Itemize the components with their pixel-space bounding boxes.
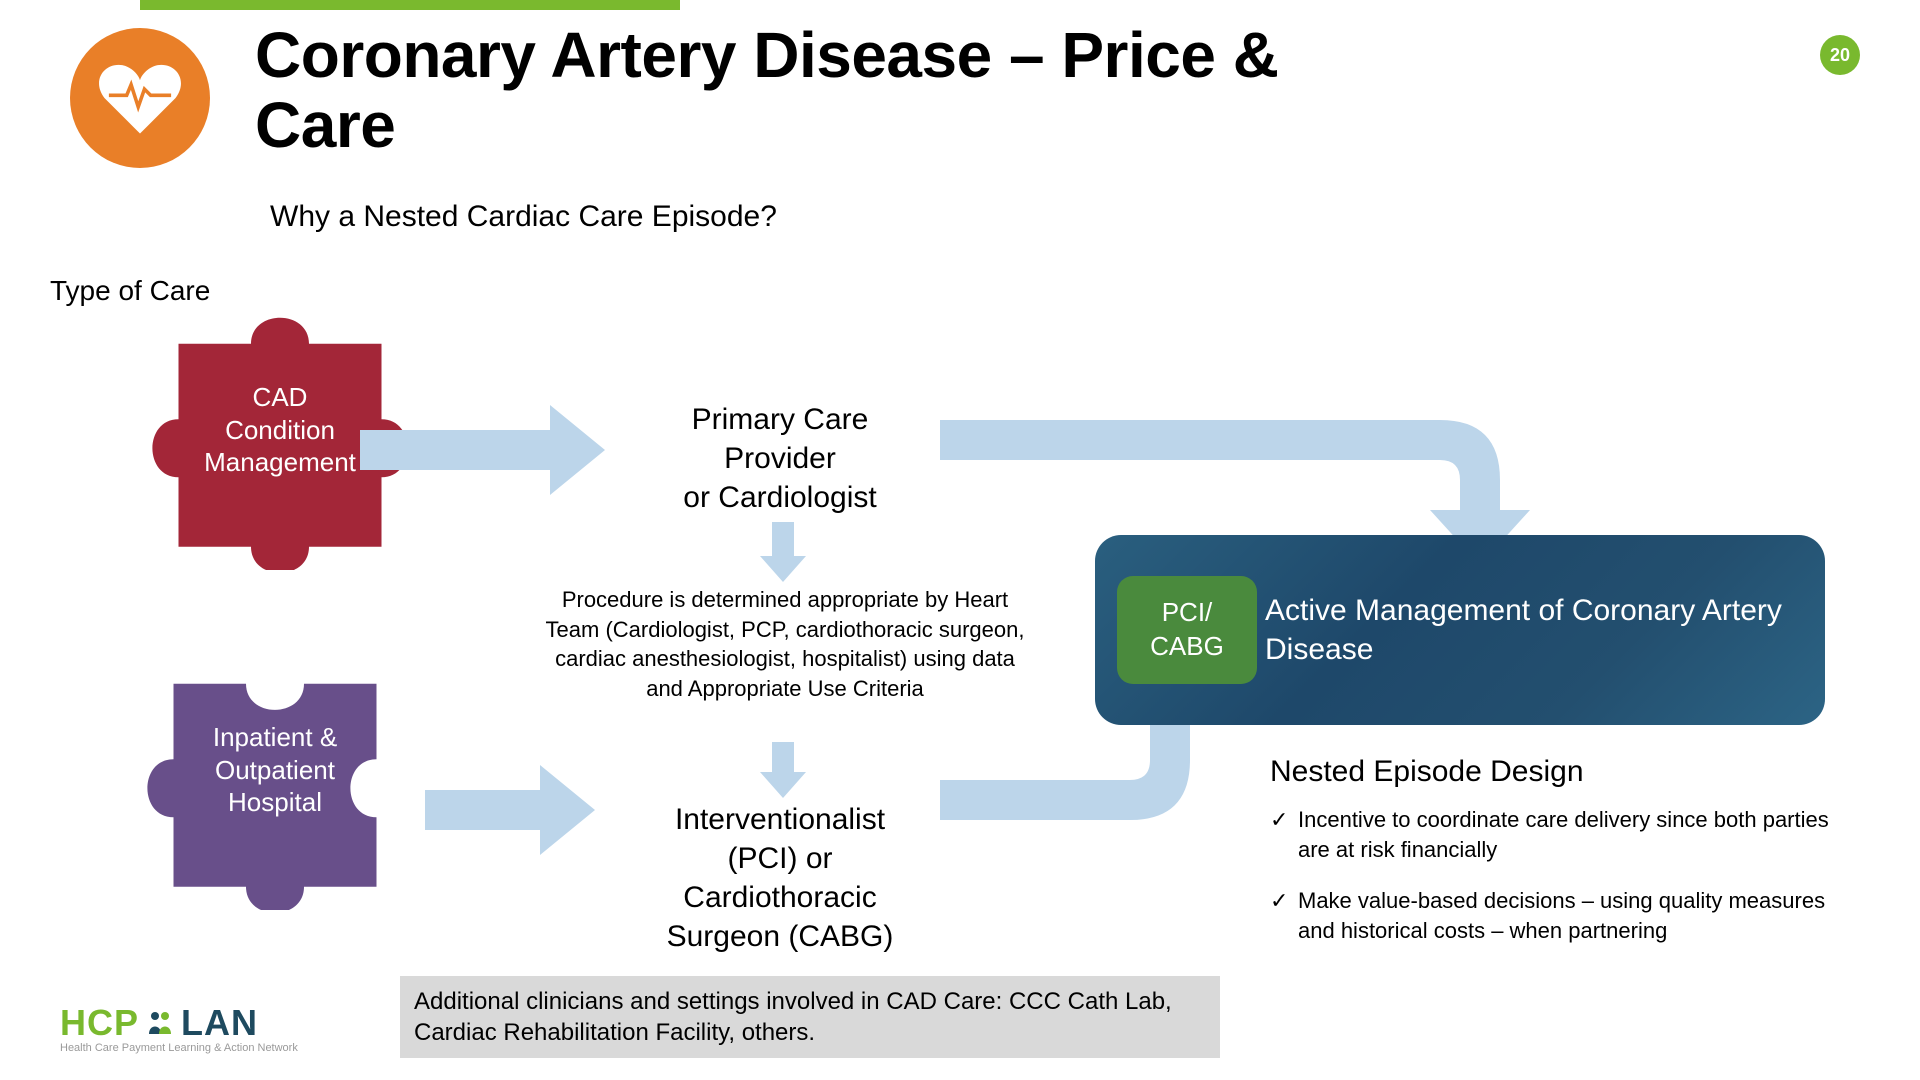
bullet-list: ✓ Incentive to coordinate care delivery …	[1270, 805, 1850, 968]
nested-episode-title: Nested Episode Design	[1270, 755, 1584, 789]
check-icon: ✓	[1270, 805, 1298, 864]
bullet-item: ✓ Incentive to coordinate care delivery …	[1270, 805, 1850, 864]
people-icon	[147, 1008, 173, 1038]
page-number-badge: 20	[1820, 35, 1860, 75]
slide: 20 Coronary Artery Disease – Price & Car…	[0, 0, 1920, 1080]
slide-subtitle: Why a Nested Cardiac Care Episode?	[270, 200, 777, 234]
top-accent-bar	[140, 0, 680, 10]
logo-lan: LAN	[181, 1002, 258, 1044]
puzzle-cad: CAD Condition Management	[135, 280, 425, 570]
slide-title: Coronary Artery Disease – Price & Care	[255, 20, 1355, 161]
logo-tagline: Health Care Payment Learning & Action Ne…	[60, 1042, 298, 1054]
logo-hcp: HCP	[60, 1002, 139, 1044]
primary-care-text: Primary Care Provider or Cardiologist	[605, 400, 955, 517]
puzzle-cad-label: CAD Condition Management	[204, 381, 356, 479]
bullet-text: Incentive to coordinate care delivery si…	[1298, 805, 1850, 864]
logo-row: HCP LAN	[60, 1002, 298, 1044]
page-number: 20	[1830, 45, 1850, 66]
interventionalist-text: Interventionalist (PCI) or Cardiothoraci…	[590, 800, 970, 956]
bullet-item: ✓ Make value-based decisions – using qua…	[1270, 886, 1850, 945]
footer-note: Additional clinicians and settings invol…	[400, 976, 1220, 1058]
right-box-wrap: PCI/ CABG Active Management of Coronary …	[1095, 535, 1825, 725]
puzzle-hospital-label: Inpatient & Outpatient Hospital	[213, 721, 337, 819]
hcp-lan-logo: HCP LAN Health Care Payment Learning & A…	[60, 1002, 298, 1054]
check-icon: ✓	[1270, 886, 1298, 945]
puzzle-hospital: Inpatient & Outpatient Hospital	[130, 620, 420, 910]
heart-icon-badge	[70, 28, 210, 168]
procedure-paragraph: Procedure is determined appropriate by H…	[545, 585, 1025, 704]
active-management-title: Active Management of Coronary Artery Dis…	[1265, 591, 1805, 669]
pci-cabg-box: PCI/ CABG	[1117, 576, 1257, 684]
active-management-box: PCI/ CABG Active Management of Coronary …	[1095, 535, 1825, 725]
heart-icon	[95, 58, 185, 138]
bullet-text: Make value-based decisions – using quali…	[1298, 886, 1850, 945]
